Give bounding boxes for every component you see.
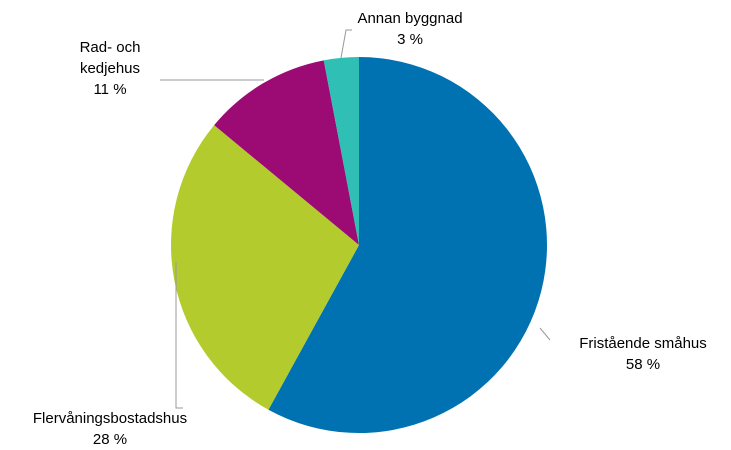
pie-slice xyxy=(214,60,359,245)
leader-line xyxy=(340,29,352,59)
leader-line xyxy=(175,262,183,409)
slice-label: Rad- och kedjehus 11 % xyxy=(60,37,160,100)
category-label: Flervåningsbostadshus xyxy=(32,410,188,427)
slice-label: Annan byggnad 3 % xyxy=(340,8,480,50)
pie-slice xyxy=(323,57,359,245)
value-label: 28 % xyxy=(92,431,128,448)
pie-slice xyxy=(268,57,547,433)
slice-label: Fristående småhus 58 % xyxy=(548,333,731,375)
slice-label: Flervåningsbostadshus 28 % xyxy=(0,408,220,450)
pie-slice xyxy=(170,125,359,410)
leader-line xyxy=(539,327,551,341)
value-label: 11 % xyxy=(93,81,127,98)
category-label: Rad- och kedjehus xyxy=(79,39,141,77)
value-label: 58 % xyxy=(625,356,661,373)
category-label: Annan byggnad xyxy=(357,10,463,27)
value-label: 3 % xyxy=(397,31,423,48)
category-label: Fristående småhus xyxy=(579,335,707,352)
